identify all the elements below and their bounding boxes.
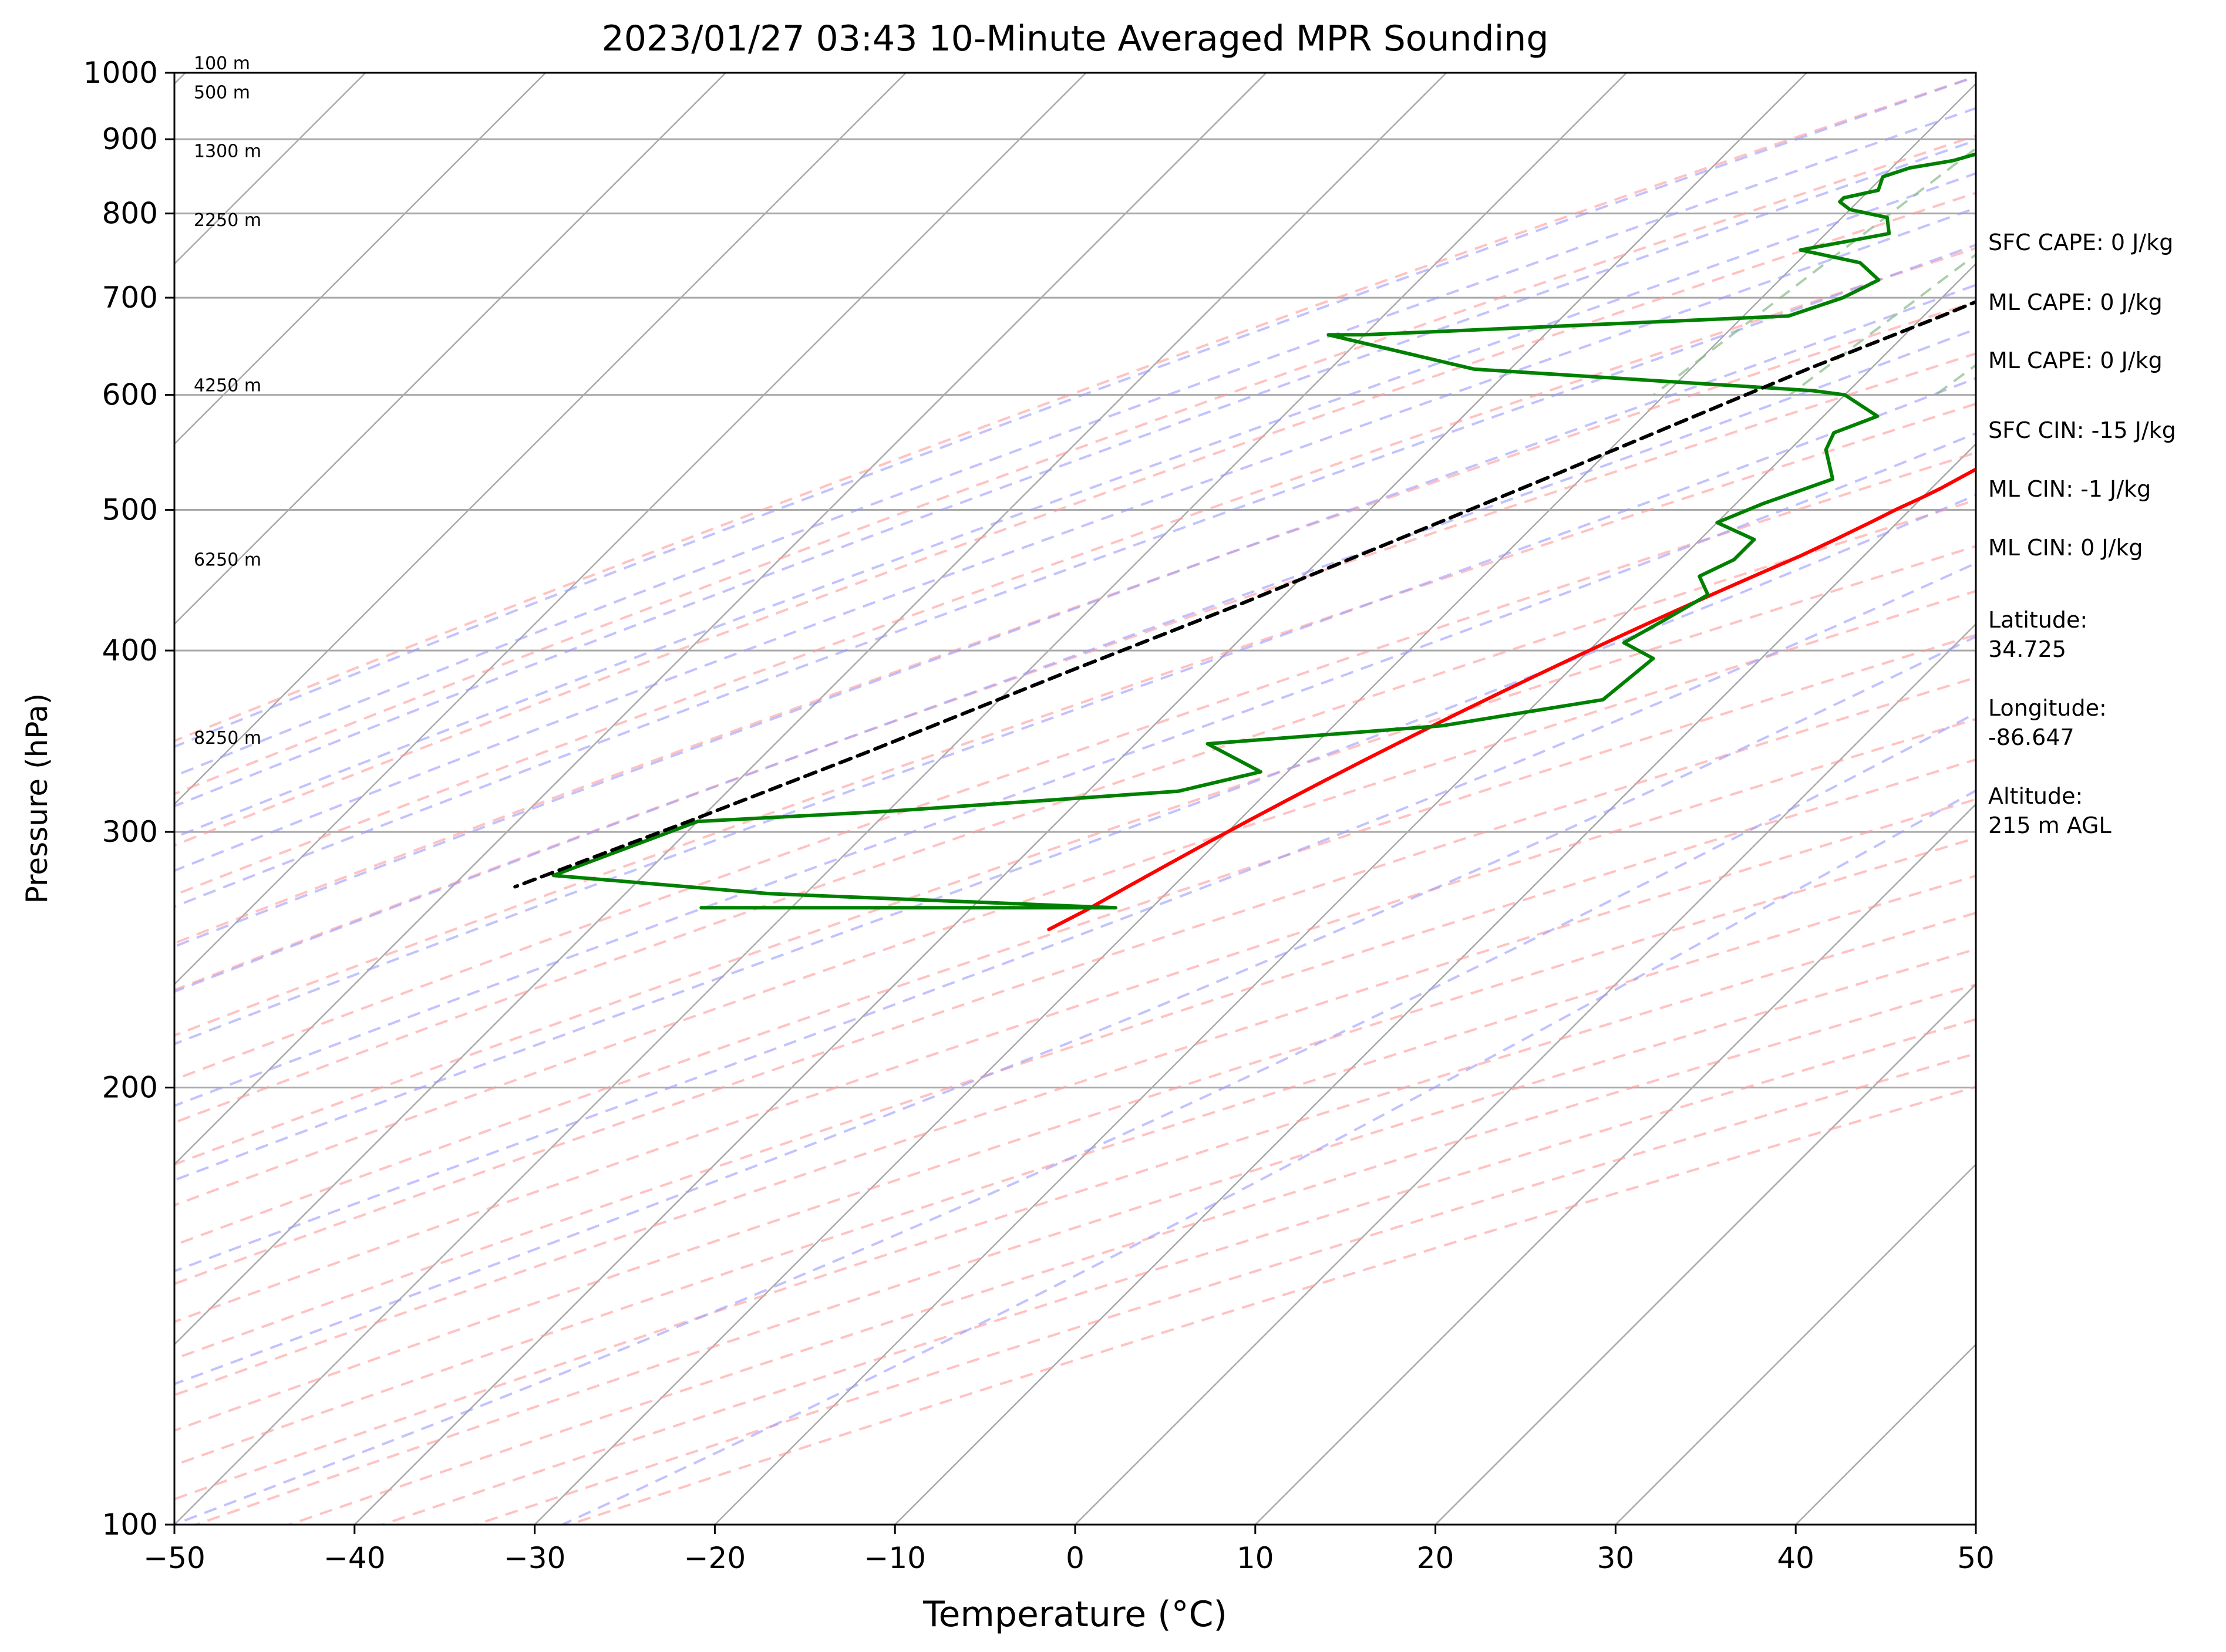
y-axis-label: Pressure (hPa) [20,693,54,904]
x-tick-label: −30 [504,1541,566,1575]
parameter-annotation: 34.725 [1988,636,2066,662]
x-tick-label: −20 [684,1541,746,1575]
x-tick-label: −50 [143,1541,206,1575]
y-tick-label: 300 [102,815,158,849]
parameter-annotation: ML CIN: 0 J/kg [1988,535,2143,561]
parameter-annotation: ML CAPE: 0 J/kg [1988,348,2163,373]
height-label: 4250 m [194,376,261,396]
y-tick-label: 700 [102,281,158,315]
height-label: 100 m [194,53,250,74]
x-tick-label: 20 [1417,1541,1454,1575]
x-tick-label: 0 [1066,1541,1085,1575]
x-tick-label: 30 [1597,1541,1635,1575]
parameter-annotation: -86.647 [1988,724,2075,750]
y-tick-label: 500 [102,493,158,527]
parameter-annotation: ML CAPE: 0 J/kg [1988,289,2163,315]
height-label: 6250 m [194,550,261,571]
height-label: 2250 m [194,210,261,231]
height-label: 1300 m [194,141,261,162]
parameter-annotation: ML CIN: -1 J/kg [1988,476,2151,502]
parameter-annotation: SFC CIN: -15 J/kg [1988,417,2176,443]
y-tick-label: 100 [102,1508,158,1542]
height-label: 500 m [194,82,250,103]
y-tick-label: 400 [102,633,158,667]
x-tick-label: 50 [1957,1541,1995,1575]
y-tick-label: 1000 [83,56,158,90]
height-label: 8250 m [194,728,261,749]
y-tick-label: 600 [102,378,158,412]
parameter-annotation: Latitude: [1988,607,2087,633]
parameter-annotation: Altitude: [1988,783,2083,809]
x-tick-label: 10 [1237,1541,1274,1575]
x-tick-label: 40 [1777,1541,1814,1575]
y-tick-label: 800 [102,197,158,231]
parameter-annotation: Longitude: [1988,695,2107,721]
parameter-annotation: 215 m AGL [1988,812,2111,838]
y-tick-label: 200 [102,1071,158,1105]
x-axis-label: Temperature (°C) [922,1594,1227,1635]
x-tick-label: −10 [864,1541,926,1575]
x-tick-label: −40 [324,1541,386,1575]
y-tick-label: 900 [102,122,158,156]
chart-title: 2023/01/27 03:43 10-Minute Averaged MPR … [602,18,1549,59]
parameter-annotation: SFC CAPE: 0 J/kg [1988,230,2173,255]
